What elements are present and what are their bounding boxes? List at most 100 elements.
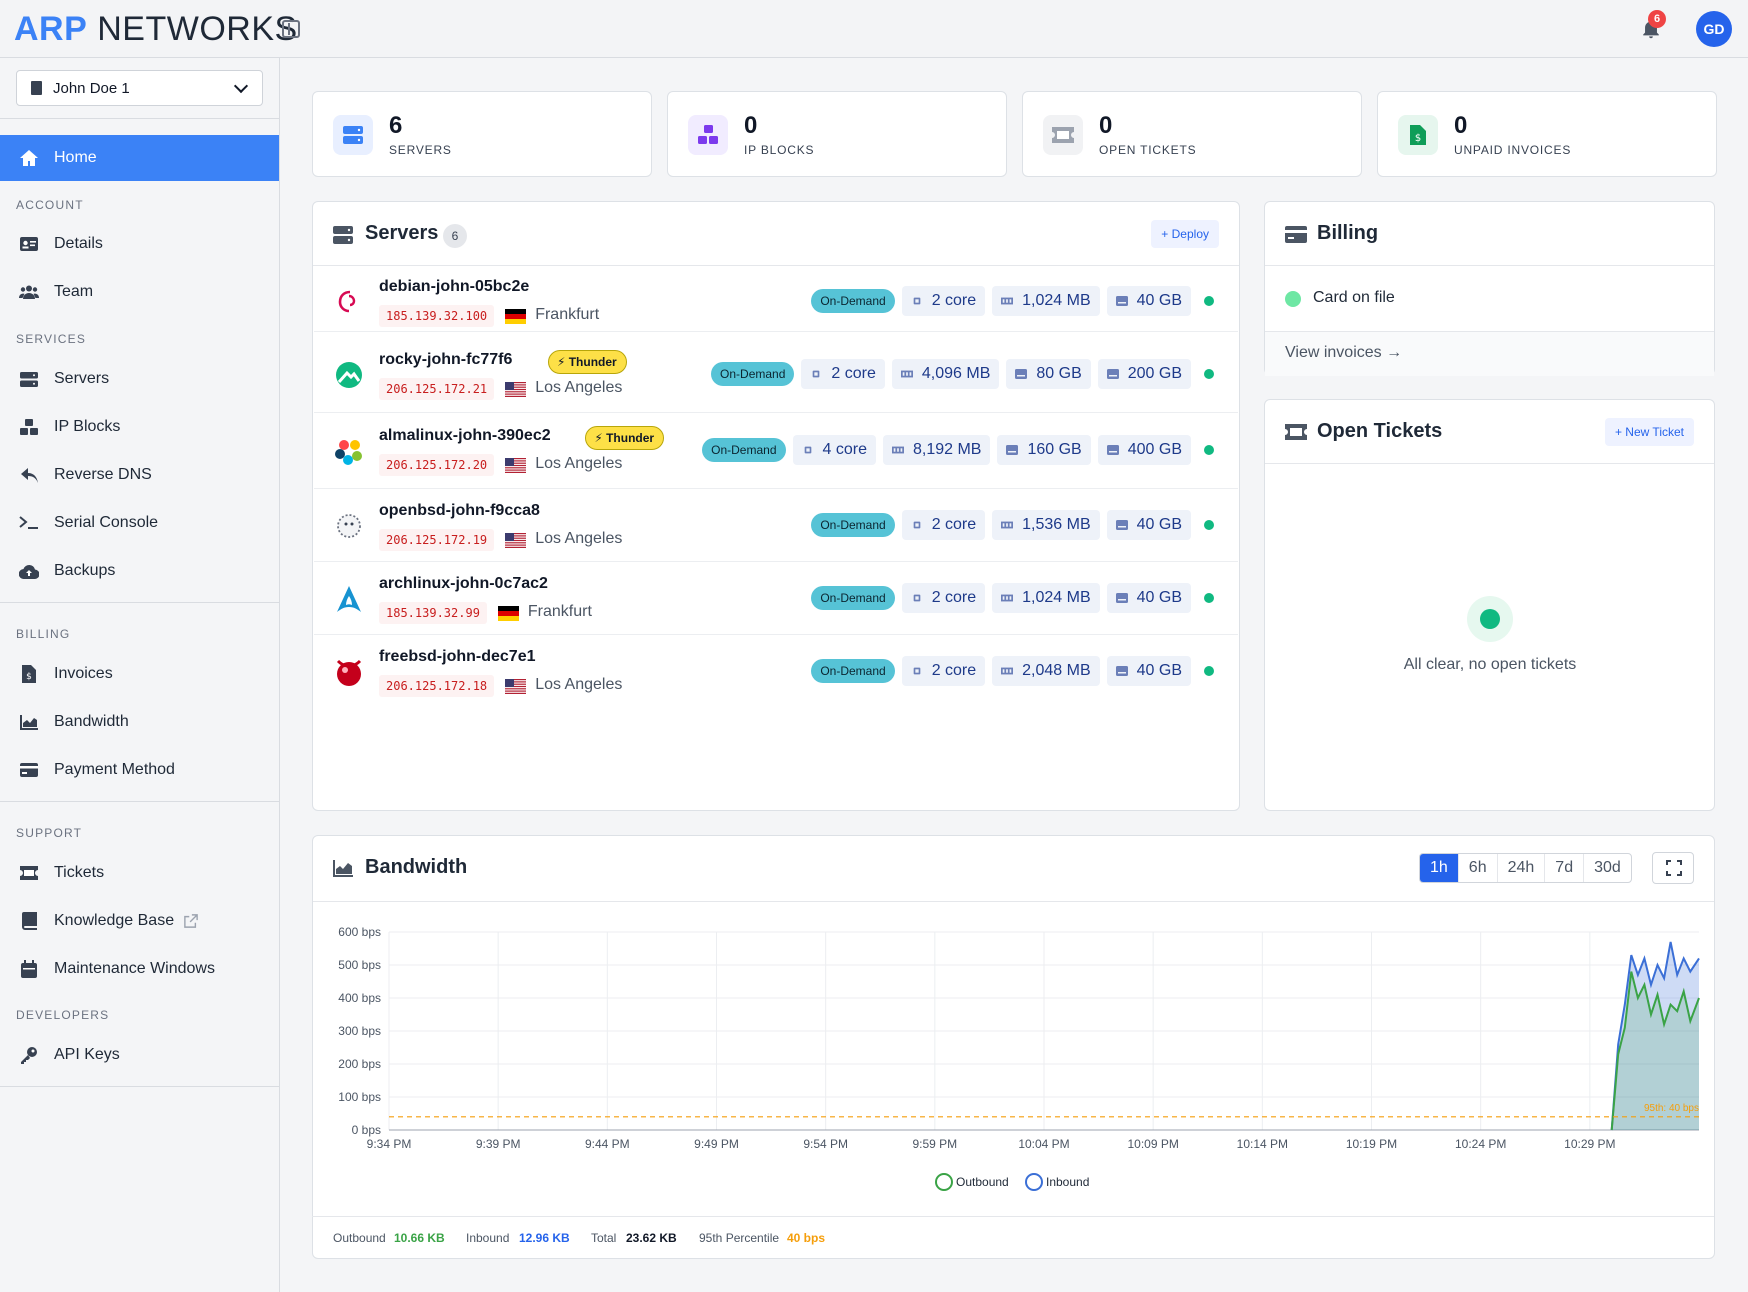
sidebar-item-tickets[interactable]: Tickets [0,850,279,896]
credit-card-icon [1285,226,1307,243]
debian-logo-icon [334,287,364,317]
range-30d-button[interactable]: 30d [1594,859,1621,876]
sidebar-item-maintenance-windows[interactable]: Maintenance Windows [0,946,279,992]
sidebar-item-details[interactable]: Details [0,221,279,267]
sidebar-item-api-keys[interactable]: API Keys [0,1032,279,1078]
stat-card-servers[interactable]: 6 SERVERS [312,91,652,177]
table-row[interactable]: almalinux-john-390ec2 ⚡ Thunder 206.125.17… [314,414,1238,489]
server-name[interactable]: freebsd-john-dec7e1 [379,648,536,665]
server-name[interactable]: openbsd-john-f9cca8 [379,502,540,519]
y-tick-label: 400 bps [338,991,381,1005]
sidebar-item-payment-method[interactable]: Payment Method [0,747,279,793]
logo[interactable]: ARP NETWORKS [14,10,298,48]
table-row[interactable]: freebsd-john-dec7e1 206.125.172.18 Los Ang… [314,635,1238,708]
svg-text:$: $ [1415,133,1421,144]
server-location: Los Angeles [535,455,623,472]
x-tick-label: 10:09 PM [1127,1137,1178,1151]
stat-card-ip-blocks[interactable]: 0 IP BLOCKS [667,91,1007,177]
building-icon [31,81,42,95]
expand-icon [1666,860,1682,876]
sidebar-item-label: Invoices [54,665,113,682]
stat-card-open-tickets[interactable]: 0 OPEN TICKETS [1022,91,1362,177]
range-24h-button[interactable]: 24h [1498,854,1546,882]
sidebar-item-knowledge-base[interactable]: Knowledge Base [0,898,279,944]
sidebar-item-ip-blocks[interactable]: IP Blocks [0,404,279,450]
sidebar-item-bandwidth[interactable]: Bandwidth [0,699,279,745]
sidebar-item-label: Maintenance Windows [54,960,215,977]
spec-value: 40 GB [1136,292,1182,309]
spec-memory: 1,024 MB [992,583,1100,613]
plan-badge: On-Demand [811,659,895,683]
sidebar-item-invoices[interactable]: $ Invoices [0,651,279,697]
sidebar-item-serial-console[interactable]: Serial Console [0,500,279,546]
view-invoices-link[interactable]: View invoices → [1265,332,1714,376]
table-row[interactable]: archlinux-john-0c7ac2 185.139.32.99 Frankf… [314,562,1238,635]
almalinux-logo-icon [334,436,364,466]
sidebar-item-reverse-dns[interactable]: Reverse DNS [0,452,279,498]
spec-cpu: 2 core [801,359,885,389]
spec-value: 4,096 MB [921,365,991,382]
billing-card-title: Billing [1317,222,1379,244]
x-tick-label: 9:59 PM [912,1137,957,1151]
fullscreen-button[interactable] [1652,852,1694,884]
avatar[interactable]: GD [1696,11,1732,47]
spec-disk: 40 GB [1106,510,1191,540]
memory-icon [891,445,904,455]
bandwidth-summary: Outbound 10.66 KB Inbound 12.96 KB Total… [312,1216,1714,1258]
range-6h-button[interactable]: 6h [1459,854,1498,882]
chart-area-icon [18,713,40,731]
server-name[interactable]: archlinux-john-0c7ac2 [379,575,548,592]
sidebar-item-backups[interactable]: Backups [0,548,279,594]
disk-icon [1115,520,1128,530]
org-selector[interactable]: John Doe 1 [16,70,263,106]
server-name[interactable]: almalinux-john-390ec2 [379,427,551,444]
table-row[interactable]: debian-john-05bc2e 185.139.32.100 Frankfur… [314,265,1238,332]
chart-area-icon [333,860,353,877]
spec-value: 40 GB [1136,662,1182,679]
spec-value: 2 core [931,662,977,679]
tickets-card-header: Open Tickets + New Ticket [1265,400,1714,464]
stat-value: 6 [389,112,403,139]
sidebar-item-label: Tickets [54,864,105,881]
legend-label-inbound: Inbound [1046,1175,1089,1189]
x-tick-label: 10:04 PM [1018,1137,1069,1151]
table-row[interactable]: rocky-john-fc77f6 ⚡ Thunder 206.125.172.21… [314,338,1238,413]
memory-icon [1001,593,1014,603]
series-line-inbound [1610,941,1700,1131]
range-1h-button[interactable]: 1h [1420,854,1459,882]
check-circle-icon [1285,291,1301,307]
server-location: Los Angeles [535,379,623,396]
x-tick-label: 9:39 PM [476,1137,521,1151]
sidebar-collapse-icon[interactable] [282,20,300,38]
spec-value: 1,024 MB [1022,589,1091,606]
external-link-icon [184,914,198,928]
stat-label: SERVERS [389,143,452,157]
flag-us-icon [505,679,527,694]
check-circle-icon [1467,596,1513,642]
grand-total-label: Total [591,1231,617,1245]
range-7d-button[interactable]: 7d [1545,854,1585,882]
sidebar-item-home[interactable]: Home [0,135,279,181]
new-ticket-button[interactable]: + New Ticket [1604,418,1694,446]
sidebar-item-team[interactable]: Team [0,269,279,315]
server-name[interactable]: debian-john-05bc2e [379,278,530,295]
plan-badge: On-Demand [811,586,895,610]
section-label-account: ACCOUNT [16,198,84,212]
spec-cpu: 2 core [901,510,986,540]
table-row[interactable]: openbsd-john-f9cca8 206.125.172.19 Los Ang… [314,489,1238,562]
spec-memory: 1,024 MB [992,286,1100,316]
inbound-total-value: 12.96 KB [519,1231,570,1245]
server-count-badge: 6 [443,224,467,248]
section-label-services: SERVICES [16,332,87,346]
chevron-down-icon [233,78,249,94]
server-name[interactable]: rocky-john-fc77f6 [379,351,513,368]
plan-badge: On-Demand [811,513,895,537]
sidebar-item-servers[interactable]: Servers [0,356,279,402]
openbsd-logo-icon [334,511,364,541]
spec-value: 1,024 MB [1022,292,1091,309]
x-tick-label: 10:19 PM [1346,1137,1397,1151]
flag-us-icon [505,458,527,473]
deploy-button[interactable]: + Deploy [1151,220,1219,248]
x-tick-label: 10:29 PM [1564,1137,1615,1151]
stat-card-unpaid-invoices[interactable]: $ 0 UNPAID INVOICES [1377,91,1717,177]
